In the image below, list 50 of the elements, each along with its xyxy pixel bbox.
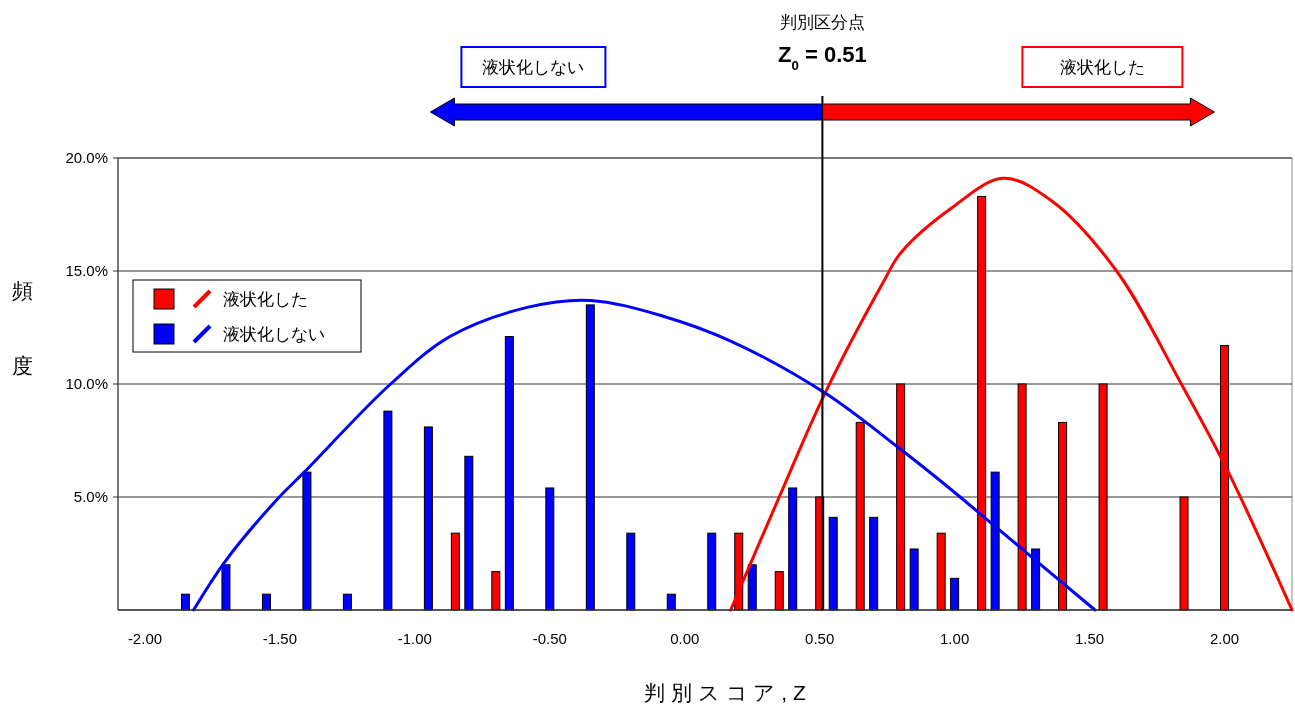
bar bbox=[423, 426, 433, 611]
x-tick-label: 2.00 bbox=[1209, 630, 1240, 647]
bar bbox=[342, 593, 352, 611]
bar bbox=[261, 593, 271, 611]
bar bbox=[828, 516, 838, 611]
bar bbox=[869, 516, 879, 611]
x-tick-label: 0.00 bbox=[670, 630, 700, 647]
bar bbox=[1017, 383, 1027, 611]
bar bbox=[707, 532, 717, 611]
bar bbox=[545, 487, 555, 611]
bar bbox=[909, 548, 919, 611]
y-tick-label: 20.0% bbox=[65, 149, 108, 167]
ref-line-label: 判別区分点 Z$_{0}$ = 0.51 bbox=[778, 13, 867, 73]
y-tick-label: 5.0% bbox=[73, 488, 108, 506]
text: 液状化しない bbox=[482, 57, 585, 77]
bar bbox=[855, 421, 865, 611]
text: 液状化した bbox=[1059, 57, 1145, 77]
bar bbox=[626, 532, 636, 611]
text: 頻度 bbox=[11, 279, 33, 377]
bar bbox=[774, 571, 784, 611]
bar bbox=[896, 383, 906, 611]
bar bbox=[464, 455, 474, 611]
bar bbox=[788, 487, 798, 611]
bar bbox=[180, 593, 190, 611]
legend-label: 液状化した bbox=[223, 289, 308, 309]
bar bbox=[504, 336, 514, 611]
x-tick-label: 1.00 bbox=[940, 630, 970, 647]
bar bbox=[1058, 421, 1068, 611]
bar bbox=[950, 577, 960, 611]
bar bbox=[1098, 383, 1108, 611]
bar bbox=[585, 304, 595, 611]
bar bbox=[666, 593, 676, 611]
bar bbox=[450, 532, 460, 611]
x-tick-label: -0.50 bbox=[532, 630, 567, 647]
line-series bbox=[729, 176, 1294, 612]
bar bbox=[491, 571, 501, 611]
legend-label: 液状化しない bbox=[223, 324, 325, 344]
y-tick-label: 10.0% bbox=[65, 375, 108, 393]
x-axis-title: 判 別 ス コ ア , Z bbox=[644, 681, 807, 704]
bar bbox=[1179, 496, 1189, 611]
bar bbox=[936, 532, 946, 611]
bar bbox=[977, 195, 987, 611]
x-tick-label: 0.50 bbox=[805, 630, 835, 647]
y-tick-label: 15.0% bbox=[65, 262, 108, 280]
x-tick-label: 1.50 bbox=[1074, 630, 1105, 647]
bar bbox=[383, 410, 393, 611]
x-tick-label: -1.00 bbox=[397, 630, 432, 647]
x-tick-label: -1.50 bbox=[262, 630, 298, 647]
x-tick-label: -2.00 bbox=[127, 630, 163, 647]
bar bbox=[747, 564, 757, 611]
